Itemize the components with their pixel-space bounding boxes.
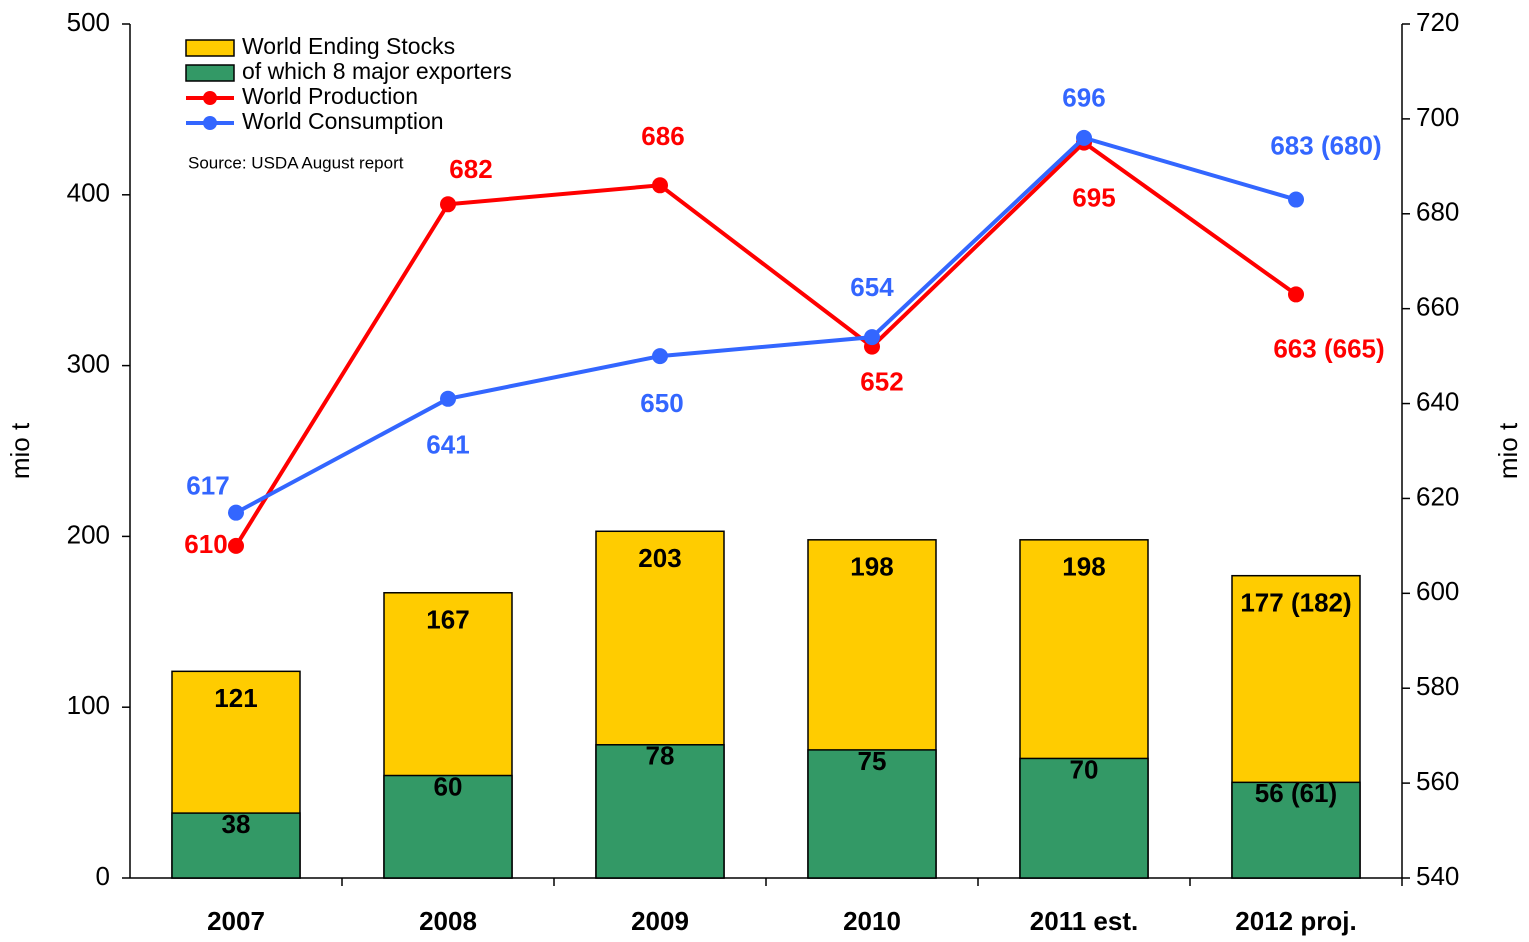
data-label: 38 [222, 809, 251, 839]
data-label: 177 (182) [1240, 588, 1351, 618]
data-label: 686 [641, 121, 684, 151]
y-tick-label: 100 [67, 690, 110, 720]
legend-label: of which 8 major exporters [242, 58, 512, 84]
x-tick-label: 2008 [419, 906, 477, 936]
point [1076, 129, 1092, 146]
y2-tick-label: 700 [1416, 102, 1459, 132]
y-tick-label: 400 [67, 178, 110, 208]
legend-label: World Ending Stocks [242, 33, 455, 59]
data-label: 683 (680) [1270, 130, 1381, 160]
legend-swatch [185, 64, 235, 82]
point [440, 196, 456, 213]
y2-axis-title: mio t [1493, 422, 1523, 479]
data-label: 641 [426, 430, 469, 460]
point [228, 504, 244, 521]
data-label: 56 (61) [1255, 778, 1337, 808]
data-label: 167 [426, 605, 469, 635]
data-label: 121 [214, 683, 257, 713]
y-tick-label: 300 [67, 348, 110, 378]
data-label: 617 [186, 471, 229, 501]
bar [1231, 781, 1361, 879]
data-label: 198 [850, 552, 893, 582]
legend-label: World Consumption [242, 108, 444, 134]
data-label: 650 [640, 388, 683, 418]
data-label: 78 [646, 741, 675, 771]
bar [171, 812, 301, 879]
legend-swatch [203, 116, 217, 130]
y-tick-label: 500 [67, 7, 110, 37]
y-axis-title: mio t [5, 422, 35, 479]
data-label: 682 [449, 154, 492, 184]
source-note: Source: USDA August report [188, 153, 404, 172]
x-tick-label: 2011 est. [1030, 906, 1138, 936]
y-tick-label: 0 [96, 861, 110, 891]
y2-tick-label: 580 [1416, 671, 1459, 701]
x-tick-label: 2007 [207, 906, 265, 936]
legend-label: World Production [242, 83, 418, 109]
point [440, 390, 456, 407]
data-label: 663 (665) [1273, 333, 1384, 363]
point [1288, 191, 1304, 208]
data-label: 696 [1062, 83, 1105, 113]
data-label: 695 [1072, 182, 1115, 212]
data-label: 198 [1062, 552, 1105, 582]
y2-tick-label: 540 [1416, 861, 1459, 891]
x-tick-label: 2009 [631, 906, 689, 936]
bar [383, 774, 513, 879]
y-tick-label: 200 [67, 519, 110, 549]
y2-tick-label: 660 [1416, 292, 1459, 322]
data-label: 75 [858, 746, 887, 776]
y2-tick-label: 600 [1416, 576, 1459, 606]
legend-swatch [203, 91, 217, 105]
point [864, 329, 880, 346]
point [1288, 286, 1304, 303]
data-label: 70 [1070, 754, 1099, 784]
data-label: 60 [434, 771, 463, 801]
data-label: 203 [638, 543, 681, 573]
bar [1019, 757, 1149, 879]
point [652, 177, 668, 194]
point [228, 537, 244, 554]
bar [595, 744, 725, 879]
y2-tick-label: 620 [1416, 481, 1459, 511]
y2-tick-label: 560 [1416, 766, 1459, 796]
line [235, 135, 1297, 515]
data-label: 610 [184, 529, 227, 559]
line [234, 140, 1298, 547]
y2-tick-label: 720 [1416, 7, 1459, 37]
data-label: 652 [860, 366, 903, 396]
y2-tick-label: 680 [1416, 197, 1459, 227]
x-tick-label: 2012 proj. [1235, 906, 1356, 936]
point [652, 348, 668, 365]
y2-tick-label: 640 [1416, 386, 1459, 416]
legend-swatch [185, 39, 235, 57]
bar [807, 749, 937, 879]
data-label: 654 [850, 272, 894, 302]
x-tick-label: 2010 [843, 906, 901, 936]
